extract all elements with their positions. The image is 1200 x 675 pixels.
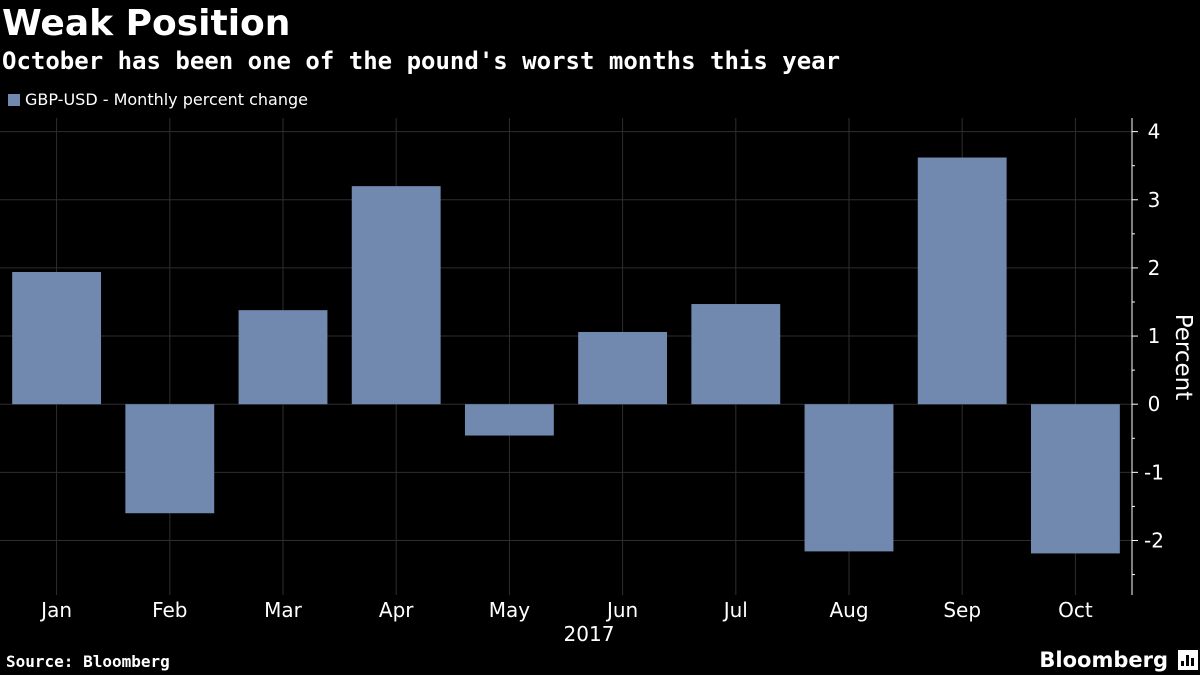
bar-oct	[1030, 404, 1120, 554]
y-tick-label: -2	[1144, 528, 1164, 552]
y-tick-label: 1	[1148, 324, 1161, 348]
legend: GBP-USD - Monthly percent change	[8, 90, 308, 110]
x-tick-label: Jan	[39, 598, 72, 622]
y-tick-label: 2	[1148, 256, 1161, 280]
brand-logo-text: Bloomberg	[1039, 648, 1168, 672]
x-tick-label: Mar	[264, 598, 303, 622]
bar-jun	[578, 331, 668, 405]
x-tick-label: Apr	[379, 598, 414, 622]
bar-mar	[238, 310, 328, 405]
bar-sep	[917, 157, 1007, 405]
bar-jul	[691, 304, 781, 405]
y-tick-label: 0	[1148, 392, 1161, 416]
x-axis-label: 2017	[564, 622, 615, 646]
chart-subtitle: October has been one of the pound's wors…	[2, 47, 841, 75]
bar-jan	[12, 272, 102, 405]
bloomberg-bars-icon	[1178, 650, 1198, 670]
bar-apr	[351, 186, 441, 405]
chart-title: Weak Position	[2, 3, 291, 44]
source-note: Source: Bloomberg	[6, 652, 170, 671]
legend-label: GBP-USD - Monthly percent change	[25, 90, 308, 109]
x-tick-label: Aug	[829, 598, 868, 622]
bar-feb	[125, 404, 215, 514]
y-tick-label: 3	[1148, 188, 1161, 212]
x-tick-label: Jul	[722, 598, 748, 622]
x-tick-label: Sep	[943, 598, 981, 622]
legend-swatch	[8, 94, 20, 106]
bar-aug	[804, 404, 894, 552]
y-axis-label: Percent	[1170, 314, 1196, 401]
y-tick-label: 4	[1148, 120, 1161, 144]
x-tick-label: Oct	[1058, 598, 1093, 622]
x-tick-label: May	[489, 598, 531, 622]
x-tick-label: Feb	[152, 598, 187, 622]
x-tick-label: Jun	[605, 598, 638, 622]
bar-may	[464, 404, 554, 436]
y-tick-label: -1	[1144, 460, 1164, 484]
